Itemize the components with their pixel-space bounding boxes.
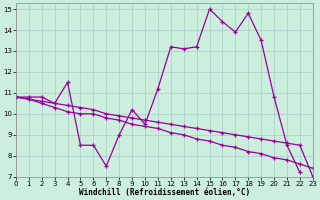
X-axis label: Windchill (Refroidissement éolien,°C): Windchill (Refroidissement éolien,°C): [79, 188, 250, 197]
